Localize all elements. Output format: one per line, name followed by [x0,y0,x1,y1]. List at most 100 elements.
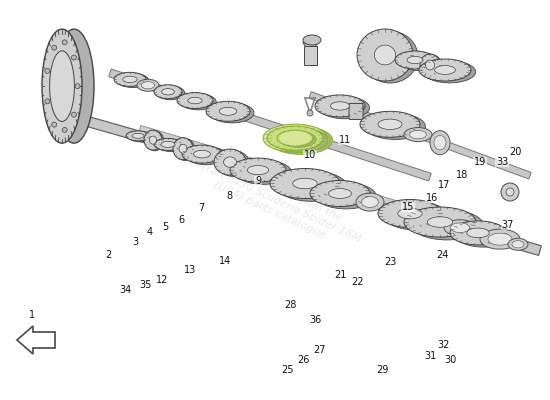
Ellipse shape [434,136,446,150]
Circle shape [45,68,50,74]
Ellipse shape [267,126,323,150]
Ellipse shape [434,66,455,74]
Ellipse shape [280,132,316,148]
Ellipse shape [42,29,82,143]
Ellipse shape [398,208,422,219]
Ellipse shape [467,228,489,238]
Text: 24: 24 [436,250,448,260]
Circle shape [72,55,76,60]
Ellipse shape [488,233,512,245]
Ellipse shape [480,229,520,249]
Ellipse shape [450,221,506,245]
Ellipse shape [182,145,222,163]
Circle shape [506,188,514,196]
Ellipse shape [157,86,184,100]
Ellipse shape [378,119,402,130]
Ellipse shape [177,92,213,108]
Ellipse shape [272,128,328,152]
Text: 27: 27 [314,345,326,355]
Ellipse shape [194,150,211,158]
Ellipse shape [154,85,182,99]
Ellipse shape [399,52,438,70]
Ellipse shape [303,35,321,45]
Text: 15: 15 [402,202,414,212]
Text: 18: 18 [456,170,468,180]
Ellipse shape [128,132,152,142]
Ellipse shape [422,55,442,77]
Circle shape [501,183,519,201]
Text: 11: 11 [339,135,351,145]
Text: 30: 30 [444,355,456,365]
Text: 10: 10 [304,150,316,160]
Ellipse shape [173,138,193,160]
Ellipse shape [360,111,420,137]
Ellipse shape [361,197,378,208]
Text: a part diagram from the
Ferrari F430 Scuderia Spider 16M
(USA) parts catalogue: a part diagram from the Ferrari F430 Scu… [183,145,367,255]
Ellipse shape [219,107,237,115]
Ellipse shape [248,166,268,175]
Text: 8: 8 [226,191,232,201]
Polygon shape [109,69,431,181]
Ellipse shape [132,133,144,138]
Ellipse shape [210,103,254,123]
Ellipse shape [331,102,349,110]
Ellipse shape [277,171,347,201]
Polygon shape [309,92,531,179]
Text: 37: 37 [502,220,514,230]
Ellipse shape [407,56,423,64]
Ellipse shape [316,183,376,209]
Ellipse shape [114,72,146,86]
Circle shape [62,128,67,132]
Circle shape [52,122,57,127]
Ellipse shape [217,150,249,176]
Ellipse shape [54,29,94,143]
Text: 23: 23 [384,257,396,267]
Ellipse shape [179,144,187,153]
Ellipse shape [378,200,442,228]
Text: 21: 21 [334,270,346,280]
Ellipse shape [188,97,202,104]
Text: 36: 36 [309,315,321,325]
Text: 3: 3 [132,237,138,247]
Ellipse shape [263,124,327,152]
Ellipse shape [508,238,528,250]
Ellipse shape [404,207,476,237]
Circle shape [307,110,313,116]
FancyBboxPatch shape [305,46,317,66]
Text: 14: 14 [219,256,231,266]
Ellipse shape [455,223,512,247]
Text: 25: 25 [282,365,294,375]
Text: 4: 4 [147,227,153,237]
Circle shape [45,99,50,104]
Ellipse shape [410,130,426,139]
Ellipse shape [450,223,470,232]
Ellipse shape [320,97,370,119]
Text: 35: 35 [139,280,151,290]
Ellipse shape [362,31,418,83]
Text: 7: 7 [198,203,204,213]
Text: 17: 17 [438,180,450,190]
Ellipse shape [356,193,384,211]
Ellipse shape [117,74,149,88]
Text: 9: 9 [255,176,261,186]
Text: 28: 28 [284,300,296,310]
Ellipse shape [144,130,162,150]
Ellipse shape [141,82,155,89]
Ellipse shape [395,51,435,69]
Circle shape [72,112,76,117]
Ellipse shape [224,157,236,167]
Polygon shape [17,326,55,354]
Ellipse shape [137,79,159,91]
Text: 1: 1 [29,310,35,320]
Text: 34: 34 [119,285,131,295]
Ellipse shape [315,95,365,117]
Ellipse shape [427,217,453,227]
FancyBboxPatch shape [349,104,363,120]
Ellipse shape [310,180,370,206]
Ellipse shape [162,88,174,95]
Ellipse shape [214,149,246,175]
Polygon shape [303,38,318,48]
Circle shape [75,84,80,89]
Text: 31: 31 [424,351,436,361]
Ellipse shape [424,61,476,83]
